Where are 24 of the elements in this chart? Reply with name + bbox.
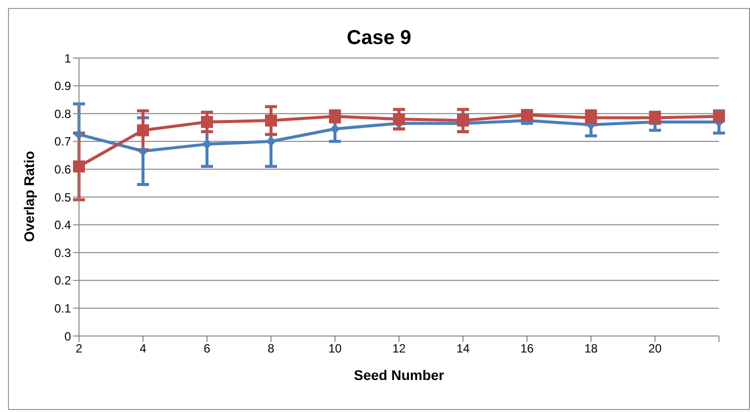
y-tick-label: 0.8 xyxy=(54,106,72,121)
y-tick-label: 0.6 xyxy=(54,162,72,176)
y-tick-label: 0.5 xyxy=(54,190,72,204)
x-tick-label: 12 xyxy=(392,342,406,356)
y-tick-label: 1 xyxy=(64,51,72,66)
x-tick-label: 10 xyxy=(328,342,342,356)
x-axis-title: Seed Number xyxy=(354,367,445,383)
x-tick-label: 4 xyxy=(140,342,147,356)
y-tick-label: 0.1 xyxy=(54,301,72,316)
y-tick-label: 0.9 xyxy=(54,79,72,94)
y-tick-label: 0.3 xyxy=(54,246,72,260)
chart-title: Case 9 xyxy=(346,27,412,50)
x-tick-label: 14 xyxy=(456,342,470,356)
y-tick-label: 0.2 xyxy=(54,274,72,288)
y-tick-label: 0.7 xyxy=(54,134,72,149)
x-tick-label: 2 xyxy=(76,342,83,356)
x-tick-label: 6 xyxy=(204,342,211,356)
x-tick-label: 20 xyxy=(648,342,662,356)
x-tick-label: 8 xyxy=(268,342,275,356)
y-tick-label: 0 xyxy=(64,329,72,344)
x-tick-label: 18 xyxy=(584,342,598,356)
x-tick-label: 16 xyxy=(520,342,534,356)
y-axis-title: Overlap Ratio xyxy=(20,150,37,242)
y-tick-label: 0.4 xyxy=(54,218,72,232)
